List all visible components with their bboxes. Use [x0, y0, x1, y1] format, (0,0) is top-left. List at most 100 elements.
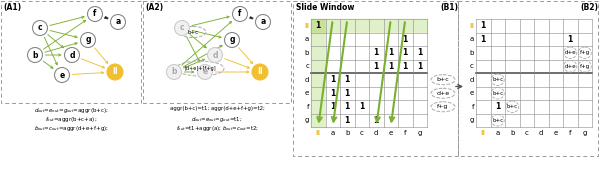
Circle shape: [175, 20, 190, 35]
Text: 1: 1: [568, 35, 573, 44]
Circle shape: [80, 32, 95, 47]
Bar: [340, 59, 355, 73]
Text: f+g: f+g: [580, 64, 590, 69]
Text: d: d: [539, 130, 544, 136]
Text: 1: 1: [344, 102, 350, 111]
Text: d: d: [69, 51, 75, 59]
Bar: [325, 87, 340, 100]
Text: g: g: [305, 117, 309, 123]
Bar: [369, 87, 383, 100]
Bar: [413, 87, 427, 100]
Circle shape: [88, 6, 103, 21]
Circle shape: [28, 47, 43, 63]
Bar: [325, 114, 340, 127]
Text: (A1): (A1): [3, 3, 21, 12]
Bar: [340, 46, 355, 59]
Text: 1: 1: [403, 35, 408, 44]
Bar: [383, 46, 398, 59]
Bar: [355, 100, 369, 114]
Text: c: c: [38, 23, 43, 32]
Bar: [383, 114, 398, 127]
Bar: [398, 59, 413, 73]
Text: II: II: [304, 23, 309, 29]
Text: a: a: [331, 130, 335, 136]
Circle shape: [110, 15, 125, 30]
Text: $f_{out}$=aggr(b+c+a);: $f_{out}$=aggr(b+c+a);: [45, 115, 97, 124]
Bar: [413, 59, 427, 73]
Bar: [311, 87, 325, 100]
Text: 1: 1: [374, 48, 379, 57]
Bar: [369, 59, 383, 73]
Text: 1: 1: [481, 35, 486, 44]
Bar: [311, 100, 325, 114]
Text: e: e: [202, 67, 208, 77]
Bar: [383, 73, 398, 87]
Bar: [413, 100, 427, 114]
Circle shape: [233, 6, 248, 21]
Text: 1: 1: [344, 75, 350, 84]
Text: e: e: [554, 130, 558, 136]
Text: 1: 1: [359, 102, 364, 111]
Text: e: e: [305, 90, 309, 96]
Text: 1: 1: [316, 21, 321, 30]
Bar: [355, 32, 369, 46]
Text: 1: 1: [417, 62, 422, 71]
Text: b+c: b+c: [437, 77, 449, 82]
Text: a: a: [260, 18, 266, 27]
Text: (B1): (B1): [440, 3, 458, 12]
Text: (A2): (A2): [145, 3, 163, 12]
Text: 1: 1: [330, 75, 335, 84]
Text: $d_{out}$=$e_{out}$=$g_{out}$=aggr(b+c);: $d_{out}$=$e_{out}$=$g_{out}$=aggr(b+c);: [34, 106, 109, 115]
Text: e: e: [389, 130, 393, 136]
Text: 1: 1: [481, 21, 486, 30]
Text: b: b: [470, 50, 474, 56]
Text: e: e: [59, 70, 65, 79]
Bar: [355, 59, 369, 73]
Text: b: b: [171, 67, 177, 77]
Text: II: II: [112, 67, 118, 77]
Text: d+e: d+e: [565, 50, 576, 55]
Text: b: b: [345, 130, 349, 136]
Bar: [383, 19, 398, 32]
Bar: [325, 19, 340, 32]
Bar: [340, 87, 355, 100]
Text: 1: 1: [374, 116, 379, 125]
Text: $b_{out}$=$c_{out}$=aggr(d+e+f+g);: $b_{out}$=$c_{out}$=aggr(d+e+f+g);: [34, 124, 109, 133]
Circle shape: [107, 65, 122, 79]
Bar: [369, 19, 383, 32]
Bar: [398, 100, 413, 114]
Bar: [311, 73, 325, 87]
Text: Slide Window: Slide Window: [296, 3, 355, 12]
Text: g: g: [229, 35, 235, 44]
Text: d: d: [305, 77, 309, 83]
Text: f: f: [238, 9, 242, 18]
Bar: [413, 114, 427, 127]
Bar: [413, 19, 427, 32]
Text: 1: 1: [344, 116, 350, 125]
Bar: [369, 114, 383, 127]
Text: a: a: [305, 36, 309, 42]
Circle shape: [208, 47, 223, 63]
Text: [d+e]+[f+g]: [d+e]+[f+g]: [184, 66, 216, 71]
Text: 1: 1: [495, 102, 500, 111]
Bar: [325, 100, 340, 114]
Text: aggr(b+c)=t1; aggr(d+e+f+g)=t2;: aggr(b+c)=t1; aggr(d+e+f+g)=t2;: [170, 106, 265, 111]
Circle shape: [224, 32, 239, 47]
Bar: [413, 73, 427, 87]
Bar: [325, 73, 340, 87]
Text: b+c: b+c: [492, 118, 503, 123]
Bar: [143, 1, 291, 103]
Bar: [413, 46, 427, 59]
Bar: [355, 87, 369, 100]
Text: II: II: [316, 130, 321, 136]
Text: a: a: [115, 18, 121, 27]
Text: f: f: [307, 104, 309, 110]
Circle shape: [32, 20, 47, 35]
Bar: [1, 1, 141, 103]
Bar: [311, 46, 325, 59]
Text: d: d: [212, 51, 218, 59]
Bar: [369, 73, 383, 87]
Text: 1: 1: [330, 102, 335, 111]
Text: $d_{out}$=$e_{out}$=$g_{out}$=t1;: $d_{out}$=$e_{out}$=$g_{out}$=t1;: [191, 115, 242, 124]
Text: $f_{out}$=t1+aggr(a); $b_{out}$=$c_{out}$=t2;: $f_{out}$=t1+aggr(a); $b_{out}$=$c_{out}…: [176, 124, 258, 133]
